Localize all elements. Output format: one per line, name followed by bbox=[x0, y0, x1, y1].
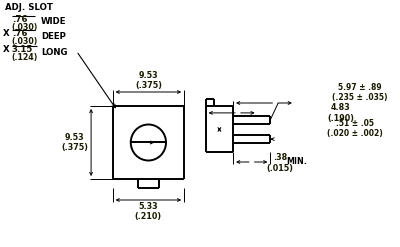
Text: 9.53
(.375): 9.53 (.375) bbox=[135, 71, 162, 90]
Text: X: X bbox=[3, 45, 10, 54]
Text: 3.15: 3.15 bbox=[12, 45, 33, 54]
Text: WIDE: WIDE bbox=[41, 17, 67, 26]
Text: .76: .76 bbox=[12, 15, 27, 24]
Text: LONG: LONG bbox=[41, 48, 68, 57]
Text: 5.97 ± .89
(.235 ± .035): 5.97 ± .89 (.235 ± .035) bbox=[332, 82, 388, 102]
Text: .51 ± .05
(.020 ± .002): .51 ± .05 (.020 ± .002) bbox=[327, 119, 383, 138]
Text: (.124): (.124) bbox=[12, 53, 38, 62]
Text: 9.53
(.375): 9.53 (.375) bbox=[61, 133, 88, 152]
Text: MIN.: MIN. bbox=[286, 158, 307, 166]
Text: .38
(.015): .38 (.015) bbox=[266, 153, 294, 173]
Text: 4.83
(.190): 4.83 (.190) bbox=[327, 103, 354, 123]
Text: (.030): (.030) bbox=[12, 37, 38, 46]
Text: (.030): (.030) bbox=[12, 23, 38, 32]
Text: DEEP: DEEP bbox=[41, 32, 66, 41]
Text: ADJ. SLOT: ADJ. SLOT bbox=[5, 3, 53, 12]
Text: X: X bbox=[3, 29, 10, 38]
Text: 5.33
(.210): 5.33 (.210) bbox=[135, 202, 162, 221]
Text: .76: .76 bbox=[12, 29, 27, 38]
